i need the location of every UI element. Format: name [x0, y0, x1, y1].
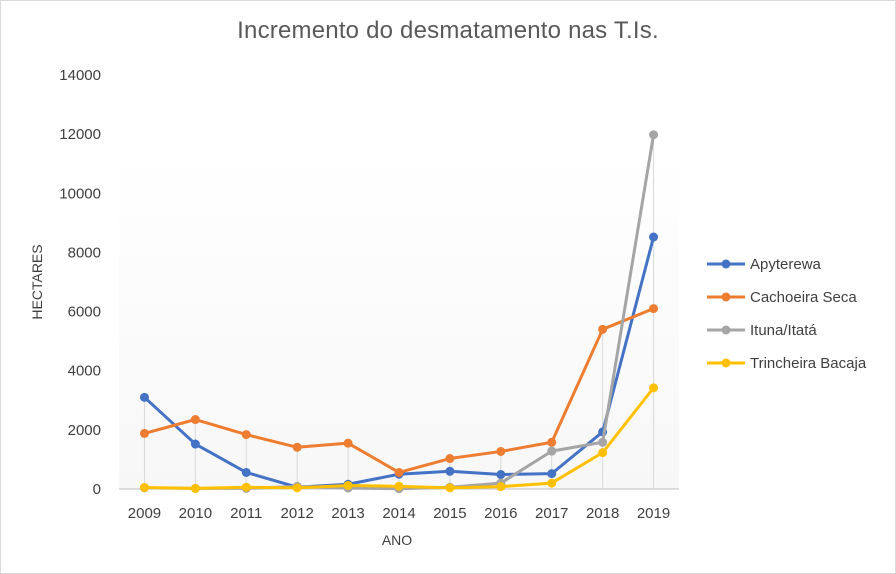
data-point — [139, 392, 149, 402]
data-point — [598, 437, 608, 447]
data-point — [343, 438, 353, 448]
data-point — [241, 482, 251, 492]
x-tick-label: 2010 — [179, 505, 212, 522]
y-tick-label: 4000 — [68, 363, 101, 380]
y-axis-title: HECTARES — [29, 244, 45, 319]
data-point — [598, 448, 608, 458]
data-point — [496, 482, 506, 492]
data-point — [649, 304, 659, 314]
y-tick-label: 6000 — [68, 304, 101, 321]
data-point — [292, 442, 302, 452]
data-point — [190, 415, 200, 425]
data-point — [139, 428, 149, 438]
data-point — [547, 469, 557, 479]
data-point — [139, 483, 149, 493]
legend-label: Apyterewa — [750, 256, 822, 273]
data-point — [445, 454, 455, 464]
data-point — [496, 446, 506, 456]
data-point — [598, 324, 608, 334]
data-point — [343, 480, 353, 490]
data-point — [547, 446, 557, 456]
data-point — [649, 130, 659, 140]
legend-swatch-marker — [721, 259, 731, 269]
series-layer — [139, 130, 659, 494]
plot-area — [119, 151, 679, 489]
data-point — [241, 430, 251, 440]
data-point — [649, 383, 659, 393]
y-tick-label: 10000 — [59, 185, 101, 202]
chart-title: Incremento do desmatamento nas T.Is. — [237, 17, 659, 44]
legend-label: Trincheira Bacaja — [750, 355, 867, 372]
x-tick-label: 2018 — [586, 505, 619, 522]
legend-swatch-marker — [721, 358, 731, 368]
x-tick-label: 2016 — [484, 505, 517, 522]
data-point — [547, 478, 557, 488]
legend: Apyterewa Cachoeira Seca Ituna/Itatá Trinch… — [707, 256, 867, 372]
legend-swatch-marker — [721, 292, 731, 302]
data-point — [292, 483, 302, 493]
data-point — [241, 467, 251, 477]
y-tick-label: 12000 — [59, 126, 101, 143]
y-tick-label: 2000 — [68, 422, 101, 439]
axes: 0 2000 4000 6000 8000 10000 12000 14000 2009 2010… — [59, 67, 679, 522]
data-point — [190, 439, 200, 449]
data-point — [190, 483, 200, 493]
x-tick-label: 2017 — [535, 505, 568, 522]
data-point — [445, 466, 455, 476]
data-point — [445, 483, 455, 493]
legend-label: Ituna/Itatá — [750, 322, 817, 339]
y-tick-label: 14000 — [59, 67, 101, 84]
x-tick-label: 2019 — [637, 505, 670, 522]
data-point — [496, 470, 506, 480]
x-axis-title: ANO — [382, 532, 412, 548]
x-tick-label: 2009 — [128, 505, 161, 522]
x-tick-label: 2012 — [280, 505, 313, 522]
y-tick-label: 8000 — [68, 244, 101, 261]
x-tick-label: 2014 — [382, 505, 415, 522]
x-tick-label: 2015 — [433, 505, 466, 522]
data-point — [547, 437, 557, 447]
data-point — [649, 232, 659, 242]
x-tick-label: 2011 — [230, 505, 262, 522]
legend-swatch-marker — [721, 325, 731, 335]
legend-label: Cachoeira Seca — [750, 289, 857, 306]
x-tick-label: 2013 — [331, 505, 364, 522]
data-point — [394, 481, 404, 491]
data-point — [394, 467, 404, 477]
y-tick-label: 0 — [93, 481, 101, 498]
